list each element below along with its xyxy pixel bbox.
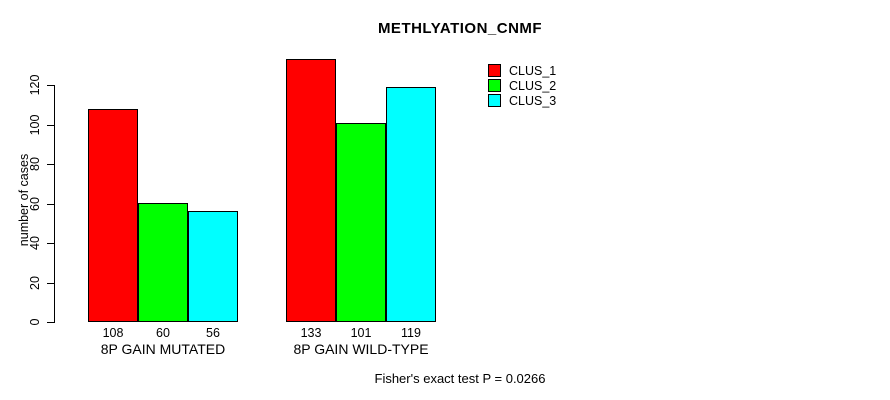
bar-clus_1-group2 xyxy=(286,59,336,322)
bar-value-label: 56 xyxy=(206,326,220,340)
y-axis-tick xyxy=(47,283,54,284)
legend-item-clus_3: CLUS_3 xyxy=(488,93,556,108)
legend-label: CLUS_3 xyxy=(509,93,557,108)
y-axis-tick-label: 60 xyxy=(28,197,42,211)
bar-value-label: 101 xyxy=(350,326,372,340)
bar-clus_2-group2 xyxy=(336,123,386,322)
legend-item-clus_2: CLUS_2 xyxy=(488,78,556,93)
legend-label: CLUS_1 xyxy=(509,63,557,78)
legend-item-clus_1: CLUS_1 xyxy=(488,63,556,78)
bar-clus_2-group1 xyxy=(138,203,188,322)
y-axis-tick-label: 40 xyxy=(28,236,42,250)
chart-title: METHLYATION_CNMF xyxy=(377,20,543,37)
y-axis-tick xyxy=(47,164,54,165)
category-label: 8P GAIN WILD-TYPE xyxy=(293,341,429,357)
category-label: 8P GAIN MUTATED xyxy=(100,341,226,357)
y-axis-tick xyxy=(47,85,54,86)
y-axis-tick-label: 20 xyxy=(28,276,42,290)
bar-clus_1-group1 xyxy=(88,109,138,322)
bar-value-label: 133 xyxy=(300,326,322,340)
y-axis-tick-label: 120 xyxy=(28,74,42,96)
bar-value-label: 60 xyxy=(156,326,170,340)
legend: CLUS_1 CLUS_2 CLUS_3 xyxy=(488,63,556,108)
y-axis-tick xyxy=(47,125,54,126)
y-axis-tick xyxy=(47,204,54,205)
legend-swatch xyxy=(488,94,501,107)
y-axis-tick-label: 0 xyxy=(28,318,42,326)
bar-clus_3-group2 xyxy=(386,87,436,322)
y-axis-tick-label: 80 xyxy=(28,157,42,171)
y-axis-tick-label: 100 xyxy=(28,114,42,136)
annotation-text: Fisher's exact test P = 0.0266 xyxy=(374,371,546,386)
legend-swatch xyxy=(488,79,501,92)
bar-value-label: 119 xyxy=(401,326,421,340)
bar-clus_3-group1 xyxy=(188,211,238,322)
y-axis-line xyxy=(54,85,55,323)
legend-swatch xyxy=(488,64,501,77)
bar-value-label: 108 xyxy=(102,326,124,340)
legend-label: CLUS_2 xyxy=(509,78,557,93)
y-axis-tick xyxy=(47,322,54,323)
y-axis-tick xyxy=(47,243,54,244)
